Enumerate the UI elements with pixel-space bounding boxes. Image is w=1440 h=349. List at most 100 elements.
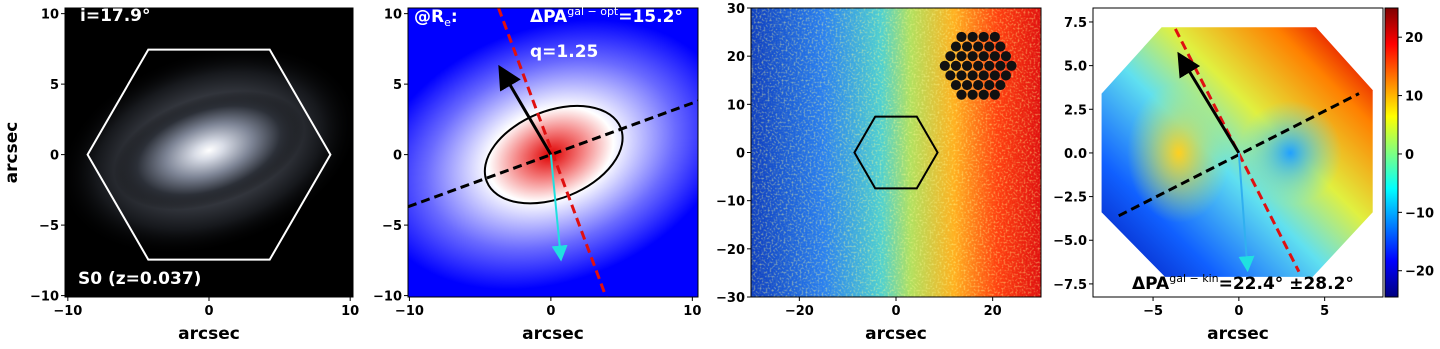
fiber bbox=[978, 51, 989, 62]
x-tick-label: 0 bbox=[204, 304, 213, 319]
fiber bbox=[950, 60, 962, 71]
y-tick-label: 20 bbox=[727, 50, 745, 65]
y-tick-label: 5.0 bbox=[1064, 60, 1087, 75]
annotation: @Re: bbox=[414, 7, 458, 29]
y-tick-label: −2.5 bbox=[1053, 191, 1087, 206]
x-axis-label: arcsec bbox=[1207, 324, 1269, 344]
annotation-sup: gal − opt bbox=[567, 5, 619, 18]
fiber bbox=[950, 41, 962, 52]
x-tick-label: 0 bbox=[1234, 304, 1243, 319]
fiber bbox=[989, 89, 1000, 100]
fiber bbox=[945, 70, 956, 81]
y-tick-label: 0 bbox=[393, 149, 402, 164]
axes-frame bbox=[407, 7, 699, 298]
fiber bbox=[989, 70, 1000, 81]
x-tick-label: 10 bbox=[341, 304, 359, 319]
annotation: i=17.9° bbox=[80, 6, 151, 26]
y-tick-label: −10 bbox=[30, 290, 59, 305]
fiber bbox=[978, 89, 989, 100]
fiber bbox=[973, 60, 984, 71]
x-axis-label: arcsec bbox=[865, 324, 927, 344]
fiber bbox=[978, 70, 989, 81]
image-panel bbox=[751, 8, 1041, 297]
fiber bbox=[961, 41, 973, 52]
y-tick-label: −7.5 bbox=[1053, 278, 1087, 293]
image-panel bbox=[65, 8, 353, 297]
y-tick-label: 0 bbox=[736, 147, 745, 162]
y-tick-label: −5 bbox=[39, 219, 59, 234]
fiber bbox=[961, 79, 973, 91]
x-tick-label: 5 bbox=[1320, 304, 1329, 319]
y-tick-label: 7.5 bbox=[1064, 16, 1087, 31]
overlay-line bbox=[549, 154, 568, 262]
y-tick-label: 5 bbox=[50, 78, 59, 93]
x-tick-label: 0 bbox=[891, 304, 900, 319]
annotation-text: i=17.9° bbox=[80, 6, 151, 26]
fiber bbox=[995, 41, 1006, 52]
annotation-tail: =15.2° bbox=[618, 7, 683, 27]
overlay-line bbox=[1237, 152, 1255, 273]
y-tick-label: −5.0 bbox=[1053, 234, 1087, 249]
fiber bbox=[967, 31, 978, 42]
y-tick-label: 30 bbox=[727, 2, 745, 17]
fiber bbox=[978, 31, 989, 42]
x-tick-label: −10 bbox=[53, 304, 82, 319]
hexagon bbox=[86, 48, 332, 261]
y-tick-label: −30 bbox=[716, 291, 745, 306]
fiber bbox=[973, 79, 984, 91]
x-tick-label: −10 bbox=[395, 304, 424, 319]
annotation-tail: : bbox=[451, 7, 458, 27]
fiber bbox=[995, 60, 1006, 71]
galaxy bbox=[113, 90, 305, 210]
fiber bbox=[939, 60, 950, 71]
annotation-sup: gal − kin bbox=[1169, 272, 1218, 285]
colorbar bbox=[1384, 7, 1399, 298]
fiber bbox=[984, 79, 995, 91]
blob bbox=[1238, 100, 1342, 206]
x-tick-label: −20 bbox=[785, 304, 814, 319]
noise bbox=[751, 8, 1041, 297]
fiber bbox=[973, 41, 984, 52]
annotation-text: S0 (z=0.037) bbox=[78, 269, 201, 289]
fiber bbox=[967, 89, 978, 100]
annotation: S0 (z=0.037) bbox=[78, 269, 201, 289]
fiber bbox=[1000, 51, 1012, 62]
overlay-line bbox=[1177, 51, 1241, 154]
x-axis-label: arcsec bbox=[522, 324, 584, 344]
fiber bbox=[956, 51, 967, 62]
y-tick-label: −10 bbox=[373, 290, 402, 305]
fiber bbox=[956, 31, 967, 42]
x-tick-label: 0 bbox=[546, 304, 555, 319]
x-tick-label: 10 bbox=[683, 304, 701, 319]
y-tick-label: −5 bbox=[382, 219, 402, 234]
fiber bbox=[1000, 70, 1012, 81]
y-tick-label: 5 bbox=[393, 78, 402, 93]
x-tick-label: −5 bbox=[1143, 304, 1163, 319]
colorbar-tick-label: 20 bbox=[1405, 31, 1423, 46]
colorbar-tick-label: 0 bbox=[1405, 148, 1414, 163]
blob bbox=[1127, 83, 1231, 223]
fiber bbox=[956, 70, 967, 81]
annotation: q=1.25 bbox=[530, 42, 598, 62]
hexagon bbox=[853, 115, 939, 190]
overlay-line bbox=[498, 64, 553, 156]
x-tick-label: 20 bbox=[984, 304, 1002, 319]
fiber bbox=[967, 51, 978, 62]
overlay-line bbox=[497, 8, 608, 297]
colorbar-tick-label: 10 bbox=[1405, 90, 1423, 105]
y-tick-label: 10 bbox=[727, 98, 745, 113]
fiber bbox=[967, 70, 978, 81]
fiber bbox=[989, 31, 1000, 42]
y-tick-label: 10 bbox=[384, 8, 402, 23]
annotation-text: q=1.25 bbox=[530, 42, 598, 62]
fiber bbox=[995, 79, 1006, 91]
fiber bbox=[984, 60, 995, 71]
annotation-text: ΔPA bbox=[1132, 274, 1170, 294]
y-axis-label: arcsec bbox=[2, 122, 22, 184]
annotation-text: ΔPA bbox=[530, 7, 568, 27]
annotation: ΔPAgal − opt=15.2° bbox=[530, 5, 683, 27]
y-tick-label: 0 bbox=[50, 149, 59, 164]
fiber bbox=[961, 60, 973, 71]
colorbar-tick-label: −10 bbox=[1405, 206, 1434, 221]
